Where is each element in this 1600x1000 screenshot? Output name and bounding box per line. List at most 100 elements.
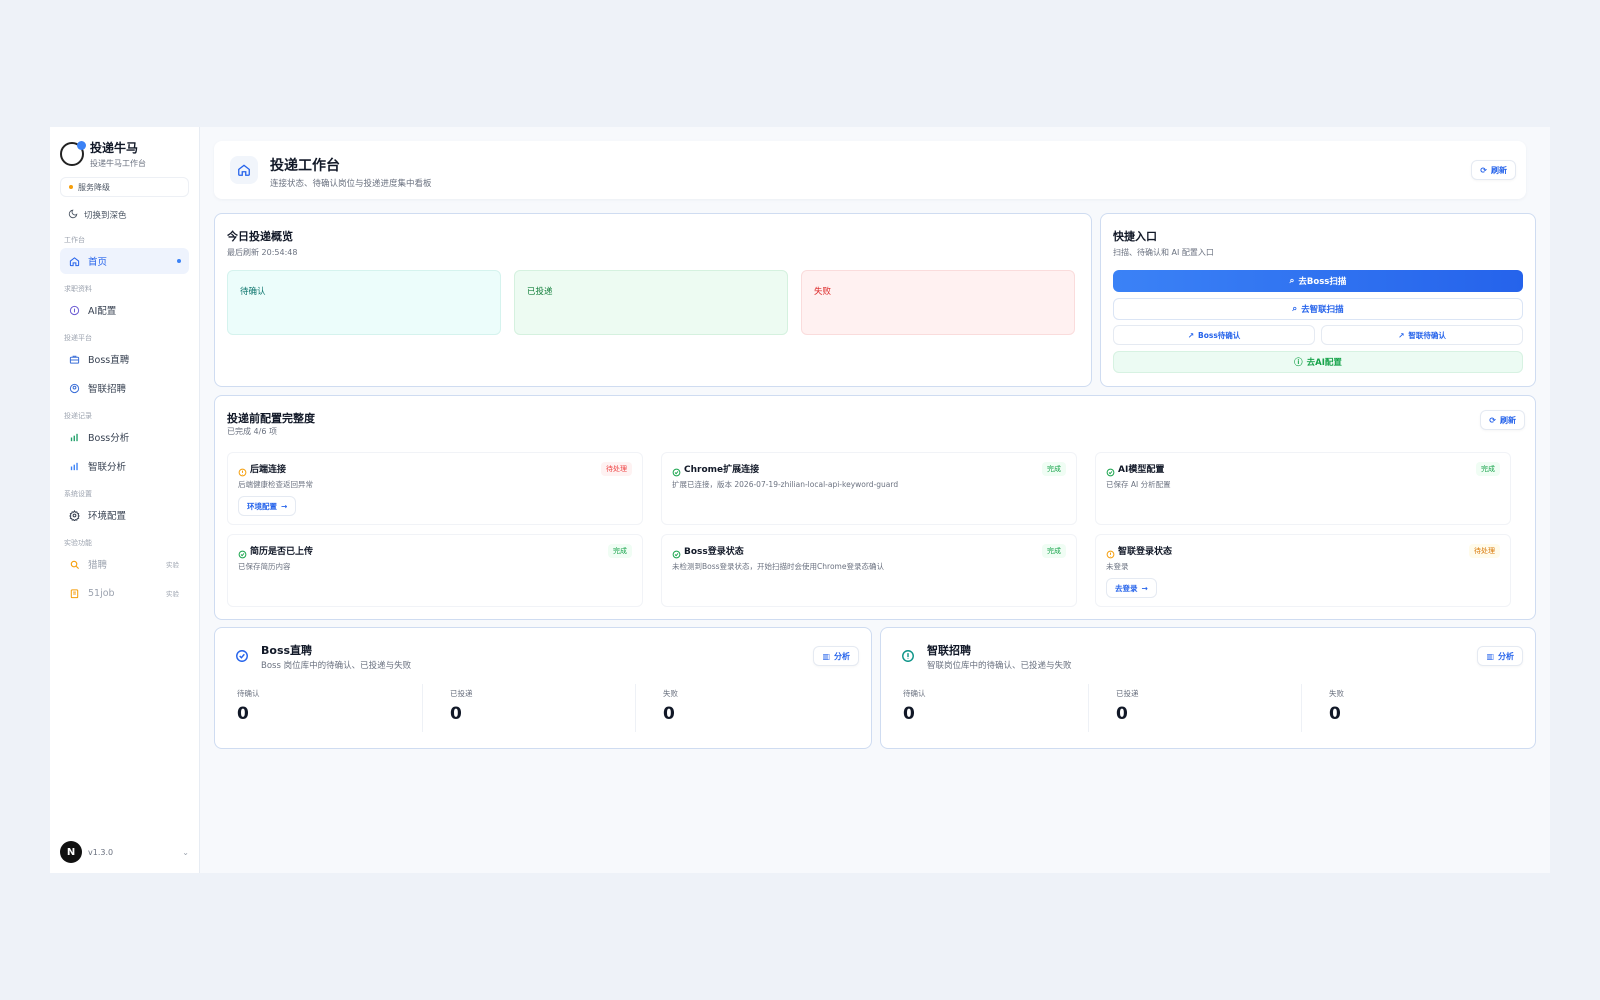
- external-link-icon: ↗: [1187, 330, 1194, 340]
- sidebar-item-zhilian[interactable]: 智联招聘: [60, 375, 189, 401]
- sidebar-item-env-config[interactable]: 环境配置: [60, 502, 189, 528]
- stat-delivered[interactable]: 已投递: [514, 270, 788, 335]
- theme-toggle-label: 切换到深色: [84, 211, 127, 221]
- config-item-desc: 扩展已连接，版本 2026-07-19-zhilian-local-api-ke…: [672, 480, 899, 489]
- brand-subtitle: 投递牛马工作台: [90, 159, 146, 168]
- warning-icon: [1106, 544, 1115, 563]
- experimental-badge: 实验: [166, 590, 179, 598]
- config-progress: 已完成 4/6 项: [227, 427, 277, 436]
- platform-subtitle: 智联岗位库中的待确认、已投递与失败: [927, 661, 1072, 671]
- check-circle-icon: [672, 462, 681, 481]
- config-item-desc: 后端健康检查返回异常: [238, 480, 313, 489]
- refresh-button[interactable]: ⟳ 刷新: [1471, 160, 1516, 180]
- config-item-ai-model: AI模型配置 完成 已保存 AI 分析配置: [1095, 452, 1511, 525]
- stat-delivered-label: 已投递: [527, 287, 553, 297]
- stat-failed-label: 失败: [814, 287, 832, 297]
- arrow-right-icon: →: [281, 501, 288, 511]
- platform-stat-delivered: 已投递 0: [1106, 684, 1302, 732]
- boss-confirm-label: Boss待确认: [1197, 330, 1241, 340]
- env-config-button[interactable]: 环境配置 →: [238, 496, 297, 516]
- sidebar-item-label: 环境配置: [88, 511, 127, 522]
- gear-icon: [68, 509, 80, 521]
- stat-label: 失败: [663, 689, 678, 698]
- theme-toggle-button[interactable]: 切换到深色: [60, 205, 189, 225]
- refresh-icon: ⟳: [1489, 415, 1496, 425]
- sidebar-item-liepin[interactable]: 猎聘 实验: [60, 551, 189, 577]
- sidebar-item-ai-config[interactable]: AI配置: [60, 297, 189, 323]
- platform-title: Boss直聘: [261, 644, 313, 657]
- refresh-label: 刷新: [1500, 415, 1516, 425]
- home-icon: [230, 156, 258, 184]
- overview-title: 今日投递概览: [227, 230, 293, 243]
- page-subtitle: 连接状态、待确认岗位与投递进度集中看板: [270, 179, 432, 189]
- page-header: 投递工作台 连接状态、待确认岗位与投递进度集中看板 ⟳ 刷新: [214, 141, 1526, 199]
- config-refresh-button[interactable]: ⟳ 刷新: [1480, 410, 1525, 430]
- stat-value: 0: [237, 704, 249, 724]
- analysis-button[interactable]: ▥ 分析: [813, 646, 859, 666]
- zhilian-scan-button[interactable]: ⌕ 去智联扫描: [1113, 298, 1523, 320]
- config-item-title: Boss登录状态: [684, 547, 744, 557]
- zhilian-platform-card: 智联招聘 智联岗位库中的待确认、已投递与失败 ▥ 分析 待确认 0 已投递 0 …: [880, 627, 1536, 749]
- ai-config-label: 去AI配置: [1306, 358, 1342, 368]
- analysis-button[interactable]: ▥ 分析: [1477, 646, 1523, 666]
- status-badge: 待处理: [1469, 544, 1500, 558]
- ai-config-button[interactable]: ⓘ 去AI配置: [1113, 351, 1523, 373]
- stat-value: 0: [663, 704, 675, 724]
- quick-title: 快捷入口: [1113, 230, 1157, 243]
- sidebar-item-51job[interactable]: 51job 实验: [60, 580, 189, 606]
- platform-stat-failed: 失败 0: [653, 684, 849, 732]
- login-button[interactable]: 去登录 →: [1106, 578, 1157, 598]
- clipboard-icon: [68, 587, 80, 599]
- config-item-resume: 简历是否已上传 完成 已保存简历内容: [227, 534, 643, 607]
- info-icon: ⓘ: [1294, 358, 1303, 368]
- zhilian-confirm-label: 智联待确认: [1408, 330, 1446, 340]
- account-menu[interactable]: N v1.3.0 ⌄: [60, 839, 189, 865]
- config-item-boss-login: Boss登录状态 完成 未检测到Boss登录状态，开始扫描时会使用Chrome登…: [661, 534, 1077, 607]
- search-icon: ⌕: [1292, 304, 1298, 314]
- check-circle-icon: [238, 544, 247, 563]
- status-badge: 完成: [608, 544, 632, 558]
- check-circle-icon: [231, 645, 253, 667]
- sidebar-item-zhilian-analysis[interactable]: 智联分析: [60, 453, 189, 479]
- config-item-desc: 已保存简历内容: [238, 562, 291, 571]
- stat-failed[interactable]: 失败: [801, 270, 1075, 335]
- status-badge: 完成: [1042, 544, 1066, 558]
- status-badge: 待处理: [601, 462, 632, 476]
- bar-chart-icon: [68, 431, 80, 443]
- bar-chart-icon: ▥: [822, 651, 830, 661]
- sidebar-item-home[interactable]: 首页: [60, 248, 189, 274]
- boss-scan-button[interactable]: ⌕ 去Boss扫描: [1113, 270, 1523, 292]
- brand-title: 投递牛马: [90, 141, 139, 155]
- boss-platform-card: Boss直聘 Boss 岗位库中的待确认、已投递与失败 ▥ 分析 待确认 0 已…: [214, 627, 872, 749]
- sidebar-item-label: 51job: [88, 587, 115, 599]
- analysis-label: 分析: [1498, 651, 1514, 661]
- version-label: v1.3.0: [88, 847, 114, 857]
- app-window: 投递牛马 投递牛马工作台 服务降级 切换到深色 工作台 首页 求职资料 AI配置…: [50, 127, 1550, 873]
- external-link-icon: ↗: [1398, 330, 1405, 340]
- stat-pending[interactable]: 待确认: [227, 270, 501, 335]
- config-item-title: 智联登录状态: [1118, 547, 1173, 557]
- home-icon: [68, 255, 80, 267]
- boss-confirm-button[interactable]: ↗ Boss待确认: [1113, 325, 1315, 345]
- nav-section-platforms: 投递平台: [64, 334, 92, 342]
- config-item-desc: 未检测到Boss登录状态，开始扫描时会使用Chrome登录态确认: [672, 562, 884, 571]
- zhilian-confirm-button[interactable]: ↗ 智联待确认: [1321, 325, 1523, 345]
- config-item-chrome: Chrome扩展连接 完成 扩展已连接，版本 2026-07-19-zhilia…: [661, 452, 1077, 525]
- avatar: N: [60, 841, 82, 863]
- status-label: 服务降级: [78, 182, 110, 192]
- status-badge[interactable]: 服务降级: [60, 177, 189, 197]
- sidebar-item-boss-analysis[interactable]: Boss分析: [60, 424, 189, 450]
- platform-stat-pending: 待确认 0: [893, 684, 1089, 732]
- sidebar-item-boss[interactable]: Boss直聘: [60, 346, 189, 372]
- stat-label: 已投递: [1116, 689, 1139, 698]
- config-completeness-card: 投递前配置完整度 已完成 4/6 项 ⟳ 刷新 后端连接 待处理 后端健康检查返…: [214, 395, 1536, 620]
- stat-value: 0: [903, 704, 915, 724]
- main-content: 投递工作台 连接状态、待确认岗位与投递进度集中看板 ⟳ 刷新 今日投递概览 最后…: [200, 127, 1550, 873]
- brand[interactable]: 投递牛马 投递牛马工作台: [60, 137, 189, 171]
- config-item-desc: 已保存 AI 分析配置: [1106, 480, 1171, 489]
- sidebar-item-label: 首页: [88, 257, 108, 268]
- config-item-title: AI模型配置: [1118, 465, 1165, 475]
- nav-section-experimental: 实验功能: [64, 539, 92, 547]
- zhilian-scan-label: 去智联扫描: [1301, 305, 1344, 315]
- search-icon: [68, 558, 80, 570]
